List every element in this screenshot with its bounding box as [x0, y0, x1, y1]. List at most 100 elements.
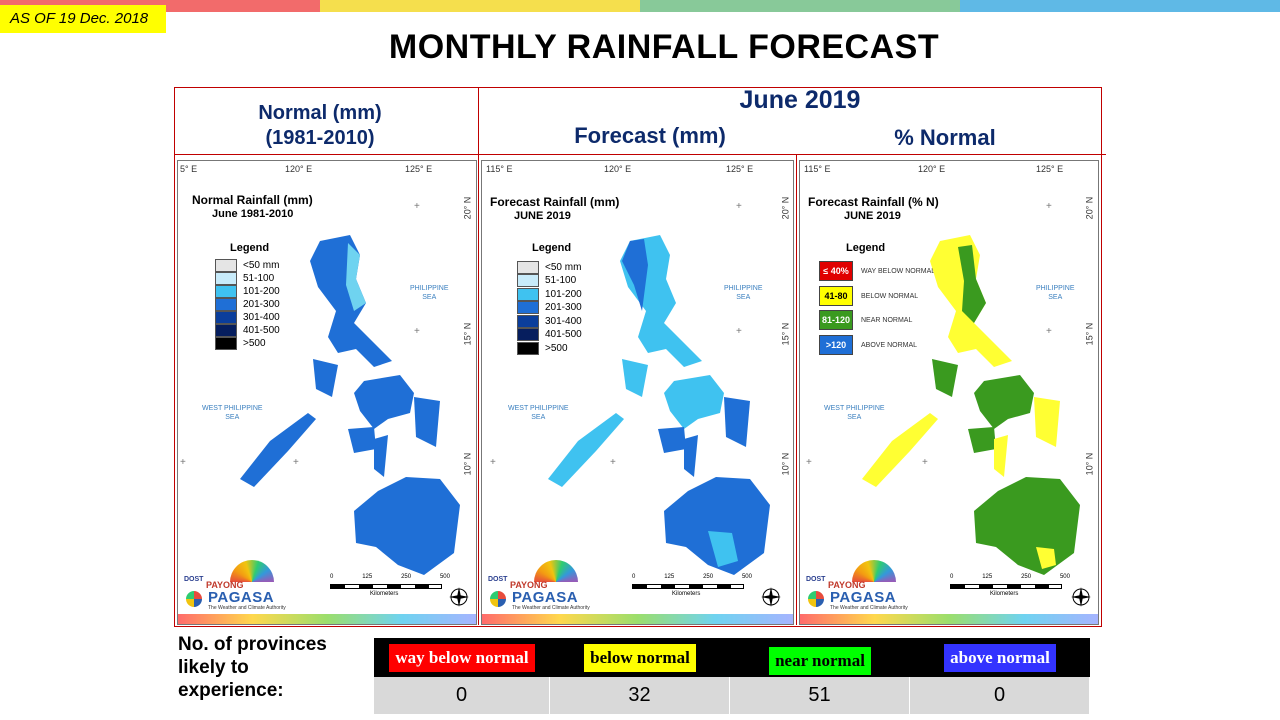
legend-item: 101-200	[517, 288, 582, 301]
logo-dost: DOST	[184, 576, 204, 583]
legend-item: <50 mm	[517, 261, 581, 274]
scale-graphic	[632, 584, 744, 589]
map-panel-forecast: 115° E 120° E 125° E 20° N 15° N 10° N F…	[481, 160, 794, 625]
sea-label-line1: WEST PHILIPPINE	[508, 405, 569, 412]
legend-title: Legend	[846, 242, 886, 254]
logo-authority: The Weather and Climate Authority	[208, 605, 286, 611]
sea-label-line1: PHILIPPINE	[724, 285, 763, 292]
compass-icon	[1071, 587, 1091, 607]
pagasa-logo: DOST PAYONG PAGASA The Weather and Clima…	[488, 560, 596, 612]
percent-normal-header: % Normal	[894, 125, 996, 150]
header-frame	[174, 87, 1102, 627]
grid-cross: +	[1046, 201, 1052, 212]
map-title-line1: Normal Rainfall (mm)	[192, 193, 313, 207]
scale-500: 500	[741, 574, 752, 580]
table-cell-count: 0	[910, 677, 1090, 714]
scale-unit: Kilometers	[672, 591, 701, 597]
stripe-yellow	[320, 0, 640, 12]
sea-label-line2: SEA	[225, 414, 240, 421]
philippines-map	[862, 235, 1080, 575]
legend-item: 51-100	[517, 274, 576, 287]
grid-cross: +	[736, 201, 742, 212]
mindanao-south-shape	[1036, 547, 1056, 569]
page-title: MONTHLY RAINFALL FORECAST	[388, 28, 940, 66]
legend-desc: NEAR NORMAL	[861, 316, 913, 324]
legend-item: 51-100	[215, 272, 274, 285]
provinces-table: way below normal below normal near norma…	[374, 638, 1090, 714]
philippines-map	[548, 235, 770, 575]
west-philippine-sea-label: WEST PHILIPPINE SEA	[508, 404, 569, 422]
legend-swatch	[215, 311, 237, 324]
scale-numbers: 0 125 250 500	[632, 574, 752, 580]
lon-label-125: 125° E	[726, 164, 754, 174]
west-philippine-sea-label: WEST PHILIPPINE SEA	[202, 404, 263, 422]
luzon-east-shape	[346, 243, 366, 311]
scale-250: 250	[401, 574, 412, 580]
legend-label: 301-400	[243, 312, 280, 323]
legend-item: 401-500	[215, 324, 280, 337]
legend-swatch	[215, 337, 237, 350]
samar-leyte-shape	[414, 397, 440, 447]
sea-label-line2: SEA	[1048, 294, 1063, 301]
legend-item: >120 ABOVE NORMAL	[819, 335, 917, 355]
legend-title: Legend	[230, 242, 270, 254]
logo-dost: DOST	[806, 576, 826, 583]
logo-pagasa: PAGASA	[830, 589, 897, 606]
map-panel-percent-normal: 115° E 120° E 125° E 20° N 15° N 10° N F…	[799, 160, 1099, 625]
color-gradient-bar	[482, 614, 793, 624]
legend-swatch	[517, 274, 539, 287]
scale-125: 125	[982, 574, 993, 580]
legend-desc: WAY BELOW NORMAL	[861, 267, 936, 275]
compass-icon	[761, 587, 781, 607]
map-title-line2: JUNE 2019	[514, 210, 571, 222]
scale-numbers: 0 125 250 500	[330, 574, 450, 580]
legend-label: 401-500	[243, 325, 280, 336]
sea-label-line1: WEST PHILIPPINE	[824, 405, 885, 412]
stripe-blue	[960, 0, 1280, 12]
legend-label: 51-100	[243, 273, 275, 284]
grid-cross: +	[414, 326, 420, 337]
map-title: Normal Rainfall (mm) June 1981-2010	[192, 193, 313, 221]
mindanao-south-shape	[708, 531, 738, 567]
pinwheel-icon	[186, 591, 202, 607]
visayas-shape	[354, 375, 414, 429]
pinwheel-icon	[490, 591, 506, 607]
palawan-shape	[548, 413, 624, 487]
lon-label-115: 5° E	[180, 164, 198, 174]
scale-125: 125	[664, 574, 675, 580]
sea-label-line2: SEA	[422, 294, 437, 301]
scale-250: 250	[1021, 574, 1032, 580]
lon-label-125: 125° E	[1036, 164, 1064, 174]
philippine-sea-label: PHILIPPINE SEA	[410, 284, 449, 302]
legend-label: 201-300	[243, 299, 280, 310]
sea-label-line2: SEA	[531, 414, 546, 421]
legend-label: 101-200	[545, 289, 582, 300]
luzon-west-shape	[622, 239, 648, 311]
pagasa-logo: DOST PAYONG PAGASA The Weather and Clima…	[806, 560, 914, 612]
legend-item: 301-400	[517, 315, 582, 328]
map-title: Forecast Rainfall (mm) JUNE 2019	[490, 195, 619, 223]
legend-item: >500	[517, 342, 568, 355]
sea-label-line1: PHILIPPINE	[1036, 285, 1075, 292]
table-cell-count: 32	[550, 677, 730, 714]
grid-cross: +	[1046, 326, 1052, 337]
table-cell-count: 0	[374, 677, 550, 714]
lon-label-125: 125° E	[405, 164, 433, 174]
scale-0: 0	[632, 574, 636, 580]
panay-shape	[658, 427, 686, 453]
legend-item: 41-80 BELOW NORMAL	[819, 286, 918, 306]
table-header-cell: below normal	[550, 638, 730, 677]
samar-leyte-shape	[1034, 397, 1060, 447]
umbrella-icon	[230, 560, 274, 582]
grid-cross: +	[490, 457, 496, 468]
legend-label: >500	[243, 338, 266, 349]
legend-swatch	[215, 324, 237, 337]
legend-label: 401-500	[545, 329, 582, 340]
logo-payong: PAYONG	[510, 580, 548, 590]
provinces-label: No. of provinces likely to experience:	[178, 634, 327, 701]
mindoro-shape	[622, 359, 648, 397]
legend-label: 301-400	[545, 316, 582, 327]
legend-label: <50 mm	[545, 262, 582, 273]
legend-item: 401-500	[517, 328, 582, 341]
legend-item: ≤ 40% WAY BELOW NORMAL	[819, 261, 935, 281]
